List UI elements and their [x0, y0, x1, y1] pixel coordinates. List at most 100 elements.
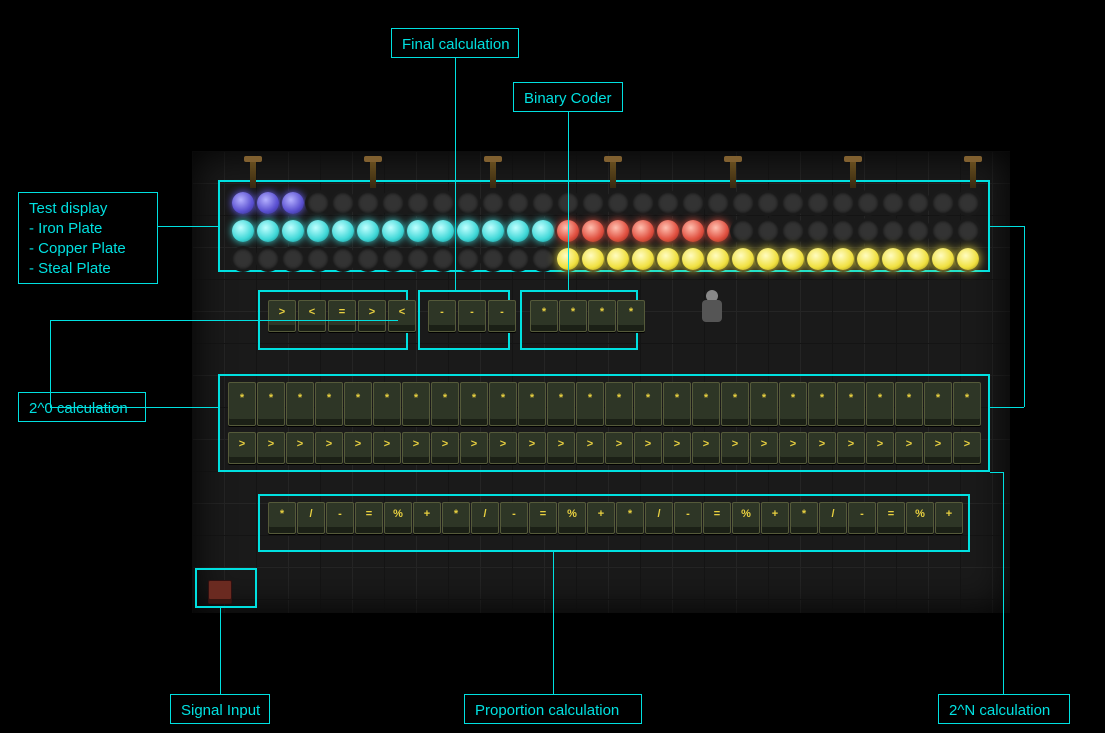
lamp — [882, 192, 904, 214]
lamp — [957, 192, 979, 214]
lamp — [657, 248, 679, 270]
combinator: * — [790, 502, 818, 534]
lamp — [382, 248, 404, 270]
label-two-pow-n: 2^N calculation — [938, 694, 1070, 724]
callout-line — [990, 472, 1003, 473]
lamp — [732, 192, 754, 214]
lamp — [357, 192, 379, 214]
lamp — [257, 192, 279, 214]
combinator: - — [428, 300, 456, 332]
lamp — [482, 248, 504, 270]
lamp — [307, 220, 329, 242]
label-two-pow-zero: 2^0 calculation — [18, 392, 146, 422]
combinator: > — [431, 432, 459, 464]
combinator: > — [837, 432, 865, 464]
combinator: - — [488, 300, 516, 332]
combinator: > — [634, 432, 662, 464]
combinator: > — [692, 432, 720, 464]
lamp — [882, 220, 904, 242]
combinator: % — [558, 502, 586, 534]
lamp — [682, 192, 704, 214]
lamp — [757, 192, 779, 214]
lamp — [532, 192, 554, 214]
combinator: - — [848, 502, 876, 534]
combinator: * — [924, 382, 952, 426]
lamp — [807, 248, 829, 270]
lamp — [382, 192, 404, 214]
combinator: > — [605, 432, 633, 464]
combinator: * — [344, 382, 372, 426]
lamp — [282, 220, 304, 242]
label-final-calculation: Final calculation — [391, 28, 519, 58]
combinator: + — [587, 502, 615, 534]
callout-line — [220, 608, 221, 694]
lamp — [807, 192, 829, 214]
combinator: * — [634, 382, 662, 426]
combinator: > — [895, 432, 923, 464]
lamp — [907, 248, 929, 270]
combinator: / — [819, 502, 847, 534]
diagram-stage: ><=><---******************************>>… — [0, 0, 1105, 733]
combinator: * — [588, 300, 616, 332]
lamp — [857, 192, 879, 214]
combinator: * — [257, 382, 285, 426]
lamp — [457, 248, 479, 270]
lamp — [657, 192, 679, 214]
lamp — [282, 248, 304, 270]
lamp — [707, 248, 729, 270]
combinator: > — [257, 432, 285, 464]
combinator: * — [837, 382, 865, 426]
combinator: > — [953, 432, 981, 464]
combinator: * — [402, 382, 430, 426]
lamp — [332, 220, 354, 242]
lamp — [632, 248, 654, 270]
callout-line — [568, 112, 569, 290]
combinator: * — [953, 382, 981, 426]
lamp — [607, 220, 629, 242]
combinator: < — [298, 300, 326, 332]
power-pole — [610, 160, 616, 188]
combinator: - — [458, 300, 486, 332]
lamp — [757, 220, 779, 242]
lamp — [857, 220, 879, 242]
lamp — [832, 192, 854, 214]
combinator: * — [779, 382, 807, 426]
callout-line — [1003, 472, 1004, 694]
combinator: > — [228, 432, 256, 464]
combinator: / — [297, 502, 325, 534]
lamp — [632, 220, 654, 242]
combinator: * — [373, 382, 401, 426]
power-pole — [730, 160, 736, 188]
lamp — [382, 220, 404, 242]
lamp — [532, 248, 554, 270]
lamp — [232, 220, 254, 242]
combinator: > — [721, 432, 749, 464]
combinator: * — [576, 382, 604, 426]
combinator: * — [286, 382, 314, 426]
lamp — [582, 220, 604, 242]
combinator: > — [373, 432, 401, 464]
power-pole — [250, 160, 256, 188]
lamp — [482, 192, 504, 214]
lamp — [357, 248, 379, 270]
lamp — [507, 192, 529, 214]
callout-line — [553, 552, 554, 694]
combinator: * — [721, 382, 749, 426]
signal-input-chest — [208, 580, 232, 604]
combinator: * — [663, 382, 691, 426]
lamp — [907, 220, 929, 242]
callout-line — [455, 58, 456, 290]
combinator: < — [388, 300, 416, 332]
combinator: + — [413, 502, 441, 534]
lamp — [932, 192, 954, 214]
callout-line — [158, 226, 218, 227]
lamp — [432, 220, 454, 242]
player-character — [700, 290, 724, 330]
combinator: * — [460, 382, 488, 426]
lamp — [332, 192, 354, 214]
combinator: * — [268, 502, 296, 534]
combinator: - — [326, 502, 354, 534]
lamp — [957, 220, 979, 242]
lamp — [407, 220, 429, 242]
lamp — [357, 220, 379, 242]
